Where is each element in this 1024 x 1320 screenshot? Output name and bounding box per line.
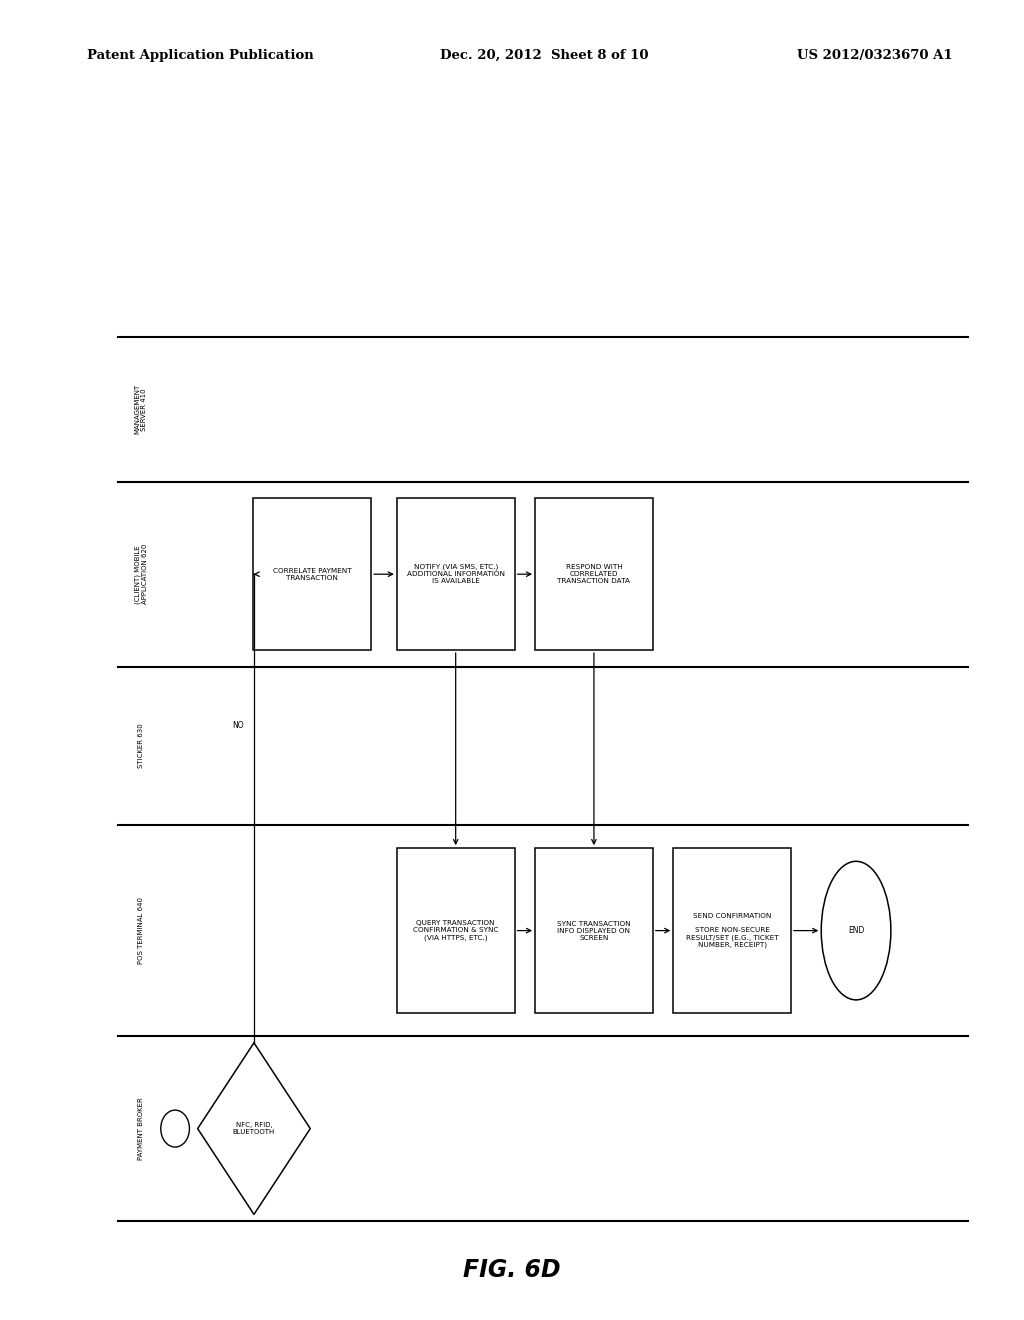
Text: FIG. 6D: FIG. 6D (463, 1258, 561, 1282)
Bar (254, 499, 371, 651)
Text: Dec. 20, 2012  Sheet 8 of 10: Dec. 20, 2012 Sheet 8 of 10 (440, 49, 649, 62)
Text: QUERY TRANSACTION
CONFIRMATION & SYNC
(VIA HTTPS, ETC.): QUERY TRANSACTION CONFIRMATION & SYNC (V… (413, 920, 499, 941)
Text: STICKER 630: STICKER 630 (138, 723, 143, 768)
Text: Patent Application Publication: Patent Application Publication (87, 49, 313, 62)
Text: NO: NO (232, 722, 244, 730)
Text: SEND CONFIRMATION

STORE NON-SECURE
RESULT/SET (E.G., TICKET
NUMBER, RECEIPT): SEND CONFIRMATION STORE NON-SECURE RESUL… (686, 913, 778, 948)
Bar (535, 499, 653, 651)
Text: SYNC TRANSACTION
INFO DISPLAYED ON
SCREEN: SYNC TRANSACTION INFO DISPLAYED ON SCREE… (557, 920, 631, 941)
Text: NOTIFY (VIA SMS, ETC.)
ADDITIONAL INFORMATION
IS AVAILABLE: NOTIFY (VIA SMS, ETC.) ADDITIONAL INFORM… (407, 564, 505, 585)
Circle shape (161, 1110, 189, 1147)
Ellipse shape (821, 862, 891, 1001)
Text: US 2012/0323670 A1: US 2012/0323670 A1 (797, 49, 952, 62)
Text: (CLIENT) MOBILE
APPLICATION 620: (CLIENT) MOBILE APPLICATION 620 (134, 544, 147, 605)
Polygon shape (198, 1043, 310, 1214)
Text: MANAGEMENT
SERVER 410: MANAGEMENT SERVER 410 (134, 384, 147, 434)
Text: NFC, RFID,
BLUETOOTH: NFC, RFID, BLUETOOTH (232, 1122, 275, 1135)
Text: RESPOND WITH
CORRELATED
TRANSACTION DATA: RESPOND WITH CORRELATED TRANSACTION DATA (557, 564, 631, 585)
Text: PAYMENT BROKER: PAYMENT BROKER (138, 1097, 143, 1160)
Bar (397, 499, 515, 651)
Bar (397, 849, 515, 1014)
Text: END: END (848, 927, 864, 935)
Text: POS TERMINAL 640: POS TERMINAL 640 (138, 898, 143, 964)
Text: CORRELATE PAYMENT
TRANSACTION: CORRELATE PAYMENT TRANSACTION (273, 568, 351, 581)
Bar (535, 849, 653, 1014)
Bar (674, 849, 791, 1014)
